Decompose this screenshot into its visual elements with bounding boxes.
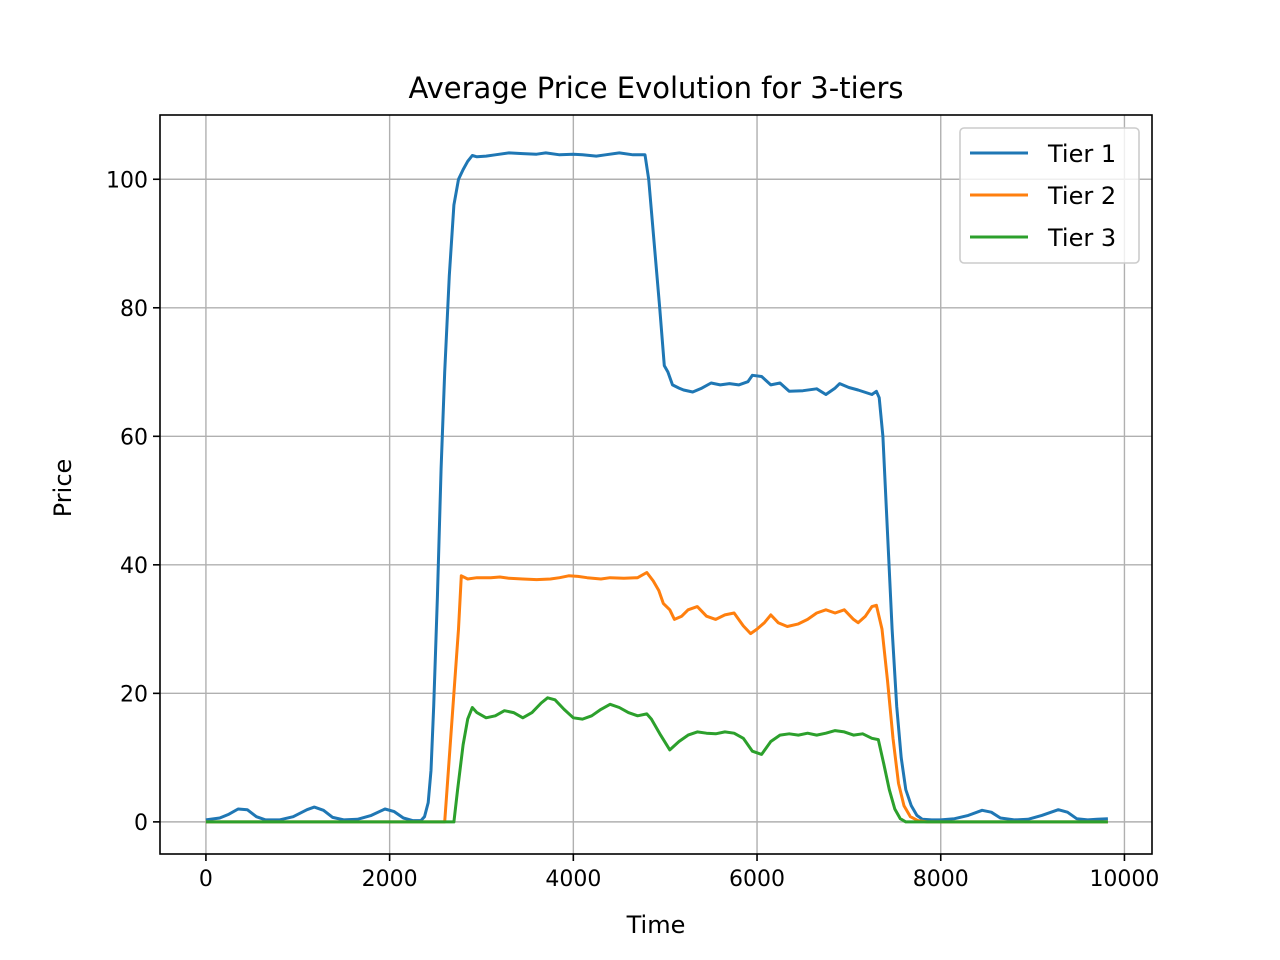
legend-label-tier-3: Tier 3 [1047, 224, 1116, 252]
x-tick-label: 8000 [913, 867, 969, 892]
x-axis-label: Time [626, 911, 686, 939]
x-tick-label: 6000 [729, 867, 785, 892]
y-tick-label: 80 [120, 297, 148, 322]
legend-label-tier-1: Tier 1 [1047, 140, 1116, 168]
y-tick-label: 100 [106, 168, 148, 193]
x-tick-label: 10000 [1089, 867, 1159, 892]
legend-box [959, 127, 1140, 264]
series-line-tier-1 [205, 151, 1108, 823]
x-tick-label: 4000 [545, 867, 601, 892]
series-line-tier-2 [205, 571, 1108, 824]
series-layer [205, 151, 1108, 824]
y-tick-label: 20 [120, 682, 148, 707]
y-tick-label: 0 [134, 811, 148, 836]
x-tick-label: 0 [199, 867, 213, 892]
chart-title: Average Price Evolution for 3-tiers [408, 71, 903, 105]
y-tick-label: 40 [120, 554, 148, 579]
y-axis-label: Price [49, 459, 77, 518]
legend: Tier 1 Tier 2 Tier 3 [959, 127, 1140, 264]
series-line-tier-3 [205, 696, 1108, 824]
legend-label-tier-2: Tier 2 [1047, 182, 1116, 210]
x-axis-ticks: 0 2000 4000 6000 8000 10000 [199, 854, 1159, 892]
y-tick-label: 60 [120, 425, 148, 450]
x-tick-label: 2000 [362, 867, 418, 892]
y-axis-ticks: 0 20 40 60 80 100 [106, 168, 160, 836]
axes-frame [159, 114, 1153, 855]
